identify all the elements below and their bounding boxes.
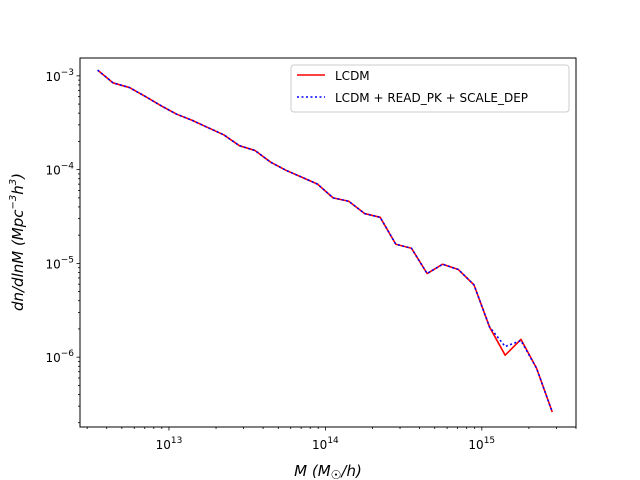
x-axis-label: M (M☉/h) xyxy=(294,462,362,480)
series-layer xyxy=(97,69,554,413)
y-tick-label-1e-6: 10−6 xyxy=(45,349,74,365)
y-tick-label-1e-4: 10−4 xyxy=(45,162,74,178)
legend-box xyxy=(290,64,570,113)
y-axis-label: dn/dlnM (Mpc−3h3) xyxy=(8,173,27,311)
plot-area xyxy=(80,58,576,427)
x-tick-label-1e13: 1013 xyxy=(156,436,183,452)
legend-label-read-pk: LCDM + READ_PK + SCALE_DEP xyxy=(335,91,528,105)
x-tick-label-1e14: 1014 xyxy=(312,436,339,452)
plot-frame xyxy=(79,57,577,428)
legend: LCDM LCDM + READ_PK + SCALE_DEP xyxy=(290,64,570,113)
y-tick-label-1e-5: 10−5 xyxy=(45,255,74,271)
x-tick-label-1e15: 1015 xyxy=(468,436,495,452)
y-tick-label-1e-3: 10−3 xyxy=(45,68,74,84)
legend-label-lcdm: LCDM xyxy=(335,69,370,83)
series-line-0 xyxy=(97,69,554,413)
